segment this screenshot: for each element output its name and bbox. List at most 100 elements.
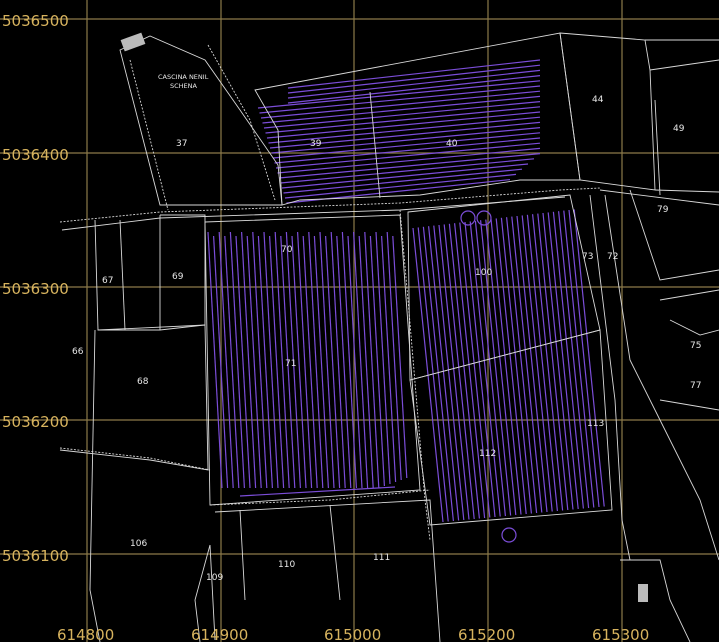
parcel-label[interactable]: 37 <box>176 139 187 149</box>
track-pass-field-100 <box>417 227 449 522</box>
track-pass-field-100 <box>428 226 460 521</box>
track-pass-field-100 <box>485 219 517 516</box>
building-cascina <box>120 32 146 52</box>
northing-label-5036400: 5036400 <box>2 146 69 164</box>
track-pass-field-71 <box>257 235 273 489</box>
parcel-boundary-37 <box>119 35 283 206</box>
track-pass-field-100 <box>443 224 475 520</box>
track-pass-field-71 <box>392 235 408 479</box>
parcel-boundary-110-111 <box>214 499 441 642</box>
track-pass-field-100 <box>448 223 480 519</box>
track-turn-loop <box>476 210 492 226</box>
easting-label-615000: 615000 <box>324 626 381 642</box>
track-pass-north-field <box>269 121 541 149</box>
track-pass-field-71 <box>302 235 318 489</box>
parcel-boundary-71 <box>204 214 421 506</box>
track-pass-field-71 <box>336 235 352 489</box>
track-pass-north-field <box>287 69 541 99</box>
track-pass-field-100 <box>542 212 574 510</box>
northing-label-5036500: 5036500 <box>2 12 69 30</box>
track-pass-field-100 <box>464 221 496 518</box>
track-pass-field-100 <box>474 220 506 517</box>
easting-label-614800: 614800 <box>57 626 114 642</box>
track-pass-field-71 <box>386 231 402 481</box>
track-pass-field-100 <box>516 215 548 513</box>
track-pass-field-71 <box>341 231 357 489</box>
track-pass-field-71 <box>381 235 397 483</box>
parcel-label[interactable]: 110 <box>278 560 295 570</box>
track-pass-field-71 <box>375 231 391 485</box>
track-pass-field-71 <box>229 231 245 489</box>
parcel-label[interactable]: 111 <box>373 553 390 563</box>
parcel-boundary-outer-left <box>89 329 101 642</box>
track-pass-north-field <box>278 153 541 179</box>
track-pass-field-100 <box>438 224 470 520</box>
track-pass-north-field <box>271 127 541 154</box>
gps-tracks <box>207 59 605 543</box>
track-turn-loop <box>501 527 517 543</box>
parcel-label[interactable]: 106 <box>130 539 147 549</box>
parcel-boundary-66-68 <box>59 324 209 471</box>
track-pass-field-71 <box>353 231 369 489</box>
parcel-label[interactable]: 68 <box>137 377 149 387</box>
parcel-label[interactable]: 44 <box>592 95 604 105</box>
parcel-label[interactable]: 109 <box>206 573 223 583</box>
track-pass-field-71 <box>358 235 374 489</box>
track-pass-field-100 <box>521 215 553 512</box>
track-pass-field-71 <box>207 231 223 489</box>
parcel-divider-67 <box>119 219 126 331</box>
track-pass-field-100 <box>547 212 579 510</box>
track-pass-field-71 <box>269 235 285 489</box>
track-pass-field-71 <box>319 231 335 489</box>
parcel-label[interactable]: 49 <box>673 124 685 134</box>
parcel-label[interactable]: 69 <box>172 272 184 282</box>
parcel-boundary-bottom-right <box>620 559 691 642</box>
track-pass-field-100 <box>568 209 600 508</box>
track-pass-north-field <box>262 95 541 124</box>
track-pass-field-100 <box>511 216 543 513</box>
easting-label-615300: 615300 <box>592 626 649 642</box>
parcel-label[interactable]: 40 <box>446 139 458 149</box>
road-central-edge <box>61 196 566 231</box>
track-pass-field-100 <box>552 211 584 509</box>
parcel-label[interactable]: 66 <box>72 347 84 357</box>
parcel-label[interactable]: 67 <box>102 276 113 286</box>
parcel-label[interactable]: 71 <box>285 359 296 369</box>
parcel-label[interactable]: 75 <box>690 341 701 351</box>
northing-label-5036200: 5036200 <box>2 413 69 431</box>
track-pass-field-100 <box>506 217 538 514</box>
northing-axis: 5036500 5036400 5036300 5036200 5036100 <box>2 12 69 565</box>
track-pass-field-71 <box>246 235 262 489</box>
track-pass-north-field <box>265 106 541 134</box>
parcel-label[interactable]: 70 <box>281 245 293 255</box>
parcel-label[interactable]: 77 <box>690 381 701 391</box>
track-pass-field-100 <box>459 222 491 518</box>
parcel-divider-39-40 <box>369 91 381 199</box>
parcel-label[interactable]: 73 <box>582 252 593 262</box>
track-pass-field-100 <box>532 214 564 511</box>
track-pass-field-71 <box>252 231 268 489</box>
track-pass-field-100 <box>500 217 532 514</box>
track-turn-loop <box>460 210 476 226</box>
track-pass-field-100 <box>469 221 501 517</box>
track-pass-north-field <box>272 132 541 159</box>
track-pass-field-71 <box>285 231 301 489</box>
parcel-boundary-106-109 <box>194 544 216 642</box>
track-pass-field-100 <box>573 209 605 507</box>
track-pass-north-field <box>287 59 541 89</box>
parcel-label[interactable]: 39 <box>310 139 322 149</box>
track-pass-field-100 <box>490 218 522 515</box>
parcel-boundary-44 <box>559 32 656 191</box>
parcel-label[interactable]: 72 <box>607 252 618 262</box>
parcel-label[interactable]: 112 <box>479 449 496 459</box>
parcel-boundary-73-72 <box>589 194 719 561</box>
parcel-label[interactable]: 113 <box>587 419 604 429</box>
parcel-labels: 37 39 40 44 49 79 70 67 69 100 73 72 66 … <box>72 95 701 583</box>
parcel-boundary-79 <box>599 189 719 281</box>
track-pass-north-field <box>268 116 541 144</box>
parcel-label[interactable]: 100 <box>475 268 492 278</box>
parcel-label[interactable]: 79 <box>657 205 669 215</box>
track-pass-field-71 <box>280 235 296 489</box>
